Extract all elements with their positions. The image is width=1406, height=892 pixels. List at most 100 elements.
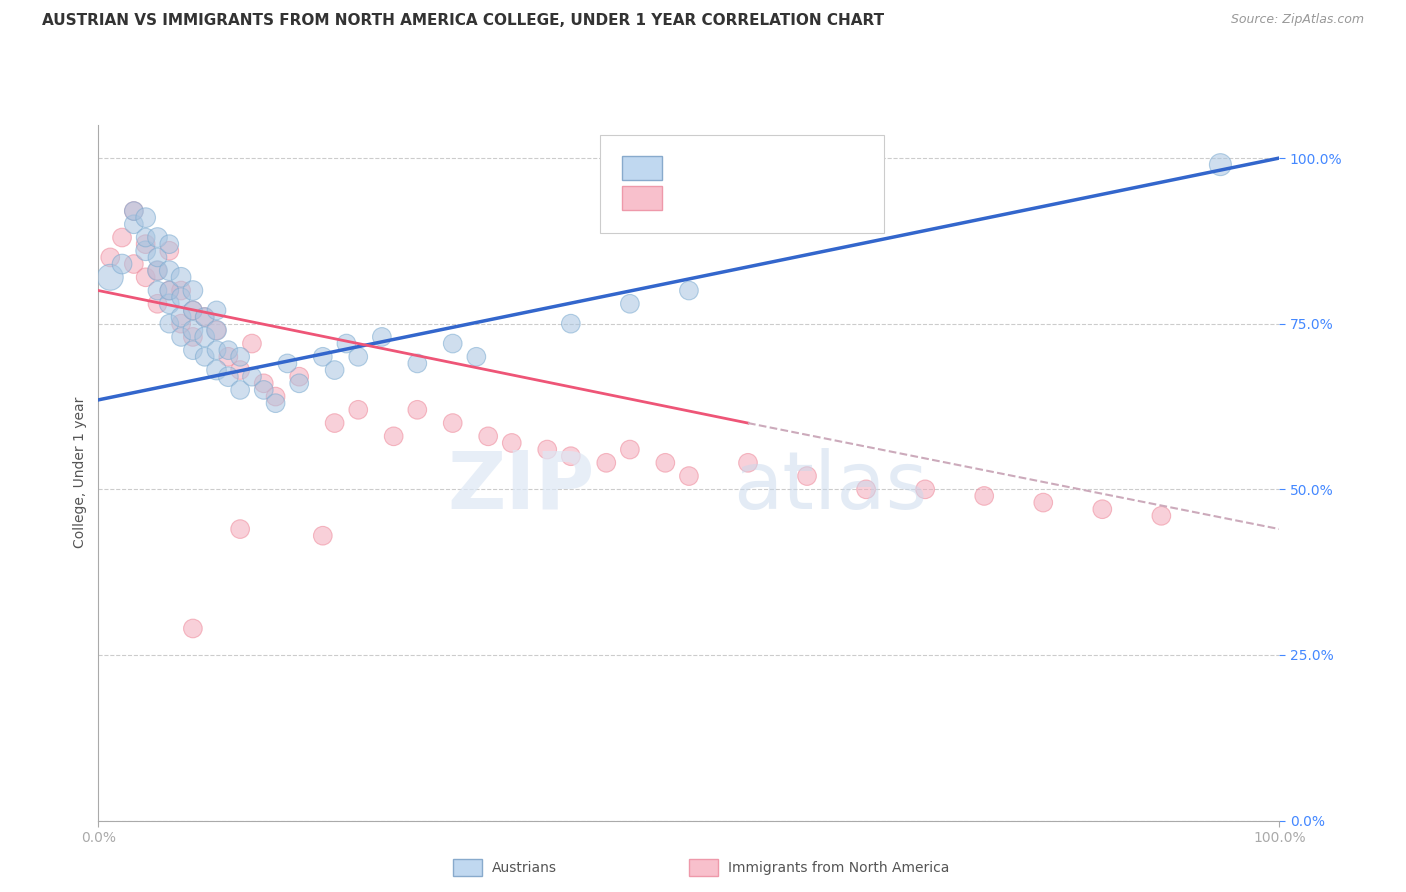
Point bbox=[678, 284, 700, 298]
Point bbox=[288, 376, 311, 391]
Point bbox=[181, 284, 204, 298]
Point bbox=[181, 303, 204, 318]
Point bbox=[217, 350, 239, 364]
Text: 0.459: 0.459 bbox=[707, 161, 755, 176]
Point bbox=[619, 442, 641, 457]
Point bbox=[170, 330, 193, 344]
Point bbox=[382, 429, 405, 443]
Point bbox=[157, 317, 180, 331]
Point bbox=[595, 456, 617, 470]
Point bbox=[264, 396, 287, 410]
Point bbox=[111, 257, 134, 271]
Text: Austrians: Austrians bbox=[492, 861, 557, 875]
Point bbox=[181, 622, 204, 636]
Point bbox=[135, 230, 157, 244]
Point bbox=[205, 363, 228, 377]
Point bbox=[347, 350, 370, 364]
Point bbox=[347, 402, 370, 417]
Y-axis label: College, Under 1 year: College, Under 1 year bbox=[73, 397, 87, 549]
Text: atlas: atlas bbox=[734, 448, 928, 525]
Point bbox=[146, 263, 169, 277]
Point bbox=[122, 204, 145, 219]
Point bbox=[406, 356, 429, 370]
Point bbox=[122, 257, 145, 271]
Point bbox=[157, 297, 180, 311]
Bar bbox=[689, 859, 718, 876]
Point bbox=[406, 402, 429, 417]
Point bbox=[194, 310, 217, 324]
Point bbox=[973, 489, 995, 503]
Point bbox=[229, 363, 252, 377]
Point bbox=[205, 303, 228, 318]
Text: N =: N = bbox=[754, 190, 787, 205]
Point bbox=[146, 284, 169, 298]
Point bbox=[855, 483, 877, 497]
Point bbox=[229, 383, 252, 397]
Point bbox=[170, 284, 193, 298]
Point bbox=[441, 416, 464, 430]
Point bbox=[194, 350, 217, 364]
Point bbox=[654, 456, 676, 470]
Point bbox=[253, 383, 276, 397]
Point bbox=[276, 356, 298, 370]
Point bbox=[240, 369, 263, 384]
Point bbox=[217, 369, 239, 384]
Point bbox=[205, 323, 228, 337]
Point bbox=[146, 251, 169, 265]
Point bbox=[1091, 502, 1114, 516]
Point bbox=[170, 290, 193, 304]
Point bbox=[914, 483, 936, 497]
Point bbox=[229, 522, 252, 536]
Point bbox=[465, 350, 488, 364]
Point bbox=[146, 297, 169, 311]
Point bbox=[181, 303, 204, 318]
Point bbox=[312, 529, 335, 543]
Point bbox=[501, 436, 523, 450]
Point bbox=[323, 363, 346, 377]
Point bbox=[135, 244, 157, 258]
Point bbox=[157, 244, 180, 258]
Point bbox=[157, 284, 180, 298]
Point bbox=[170, 310, 193, 324]
Point bbox=[157, 237, 180, 252]
Text: ZIP: ZIP bbox=[447, 448, 595, 525]
Point bbox=[477, 429, 499, 443]
Point bbox=[122, 217, 145, 231]
Point bbox=[135, 270, 157, 285]
Text: -0.185: -0.185 bbox=[707, 190, 761, 205]
Point bbox=[312, 350, 335, 364]
Point bbox=[536, 442, 558, 457]
FancyBboxPatch shape bbox=[600, 136, 884, 233]
Point bbox=[796, 469, 818, 483]
Point bbox=[1209, 158, 1232, 172]
Point bbox=[146, 263, 169, 277]
Point bbox=[170, 270, 193, 285]
Point bbox=[122, 204, 145, 219]
Point bbox=[560, 449, 582, 463]
Point bbox=[229, 350, 252, 364]
Point bbox=[335, 336, 357, 351]
Point bbox=[135, 237, 157, 252]
Point bbox=[181, 330, 204, 344]
Point bbox=[441, 336, 464, 351]
FancyBboxPatch shape bbox=[621, 156, 662, 180]
Point bbox=[1150, 508, 1173, 523]
Point bbox=[181, 343, 204, 358]
Point bbox=[194, 330, 217, 344]
Point bbox=[157, 284, 180, 298]
Point bbox=[205, 323, 228, 337]
Point bbox=[181, 323, 204, 337]
FancyBboxPatch shape bbox=[621, 186, 662, 210]
Bar bbox=[453, 859, 482, 876]
Point bbox=[264, 390, 287, 404]
Point bbox=[737, 456, 759, 470]
Text: R =: R = bbox=[671, 190, 704, 205]
Point bbox=[240, 336, 263, 351]
Point bbox=[288, 369, 311, 384]
Text: N =: N = bbox=[754, 161, 787, 176]
Text: AUSTRIAN VS IMMIGRANTS FROM NORTH AMERICA COLLEGE, UNDER 1 YEAR CORRELATION CHAR: AUSTRIAN VS IMMIGRANTS FROM NORTH AMERIC… bbox=[42, 13, 884, 29]
Text: 52: 52 bbox=[789, 161, 811, 176]
Point bbox=[146, 230, 169, 244]
Point bbox=[560, 317, 582, 331]
Point bbox=[98, 251, 121, 265]
